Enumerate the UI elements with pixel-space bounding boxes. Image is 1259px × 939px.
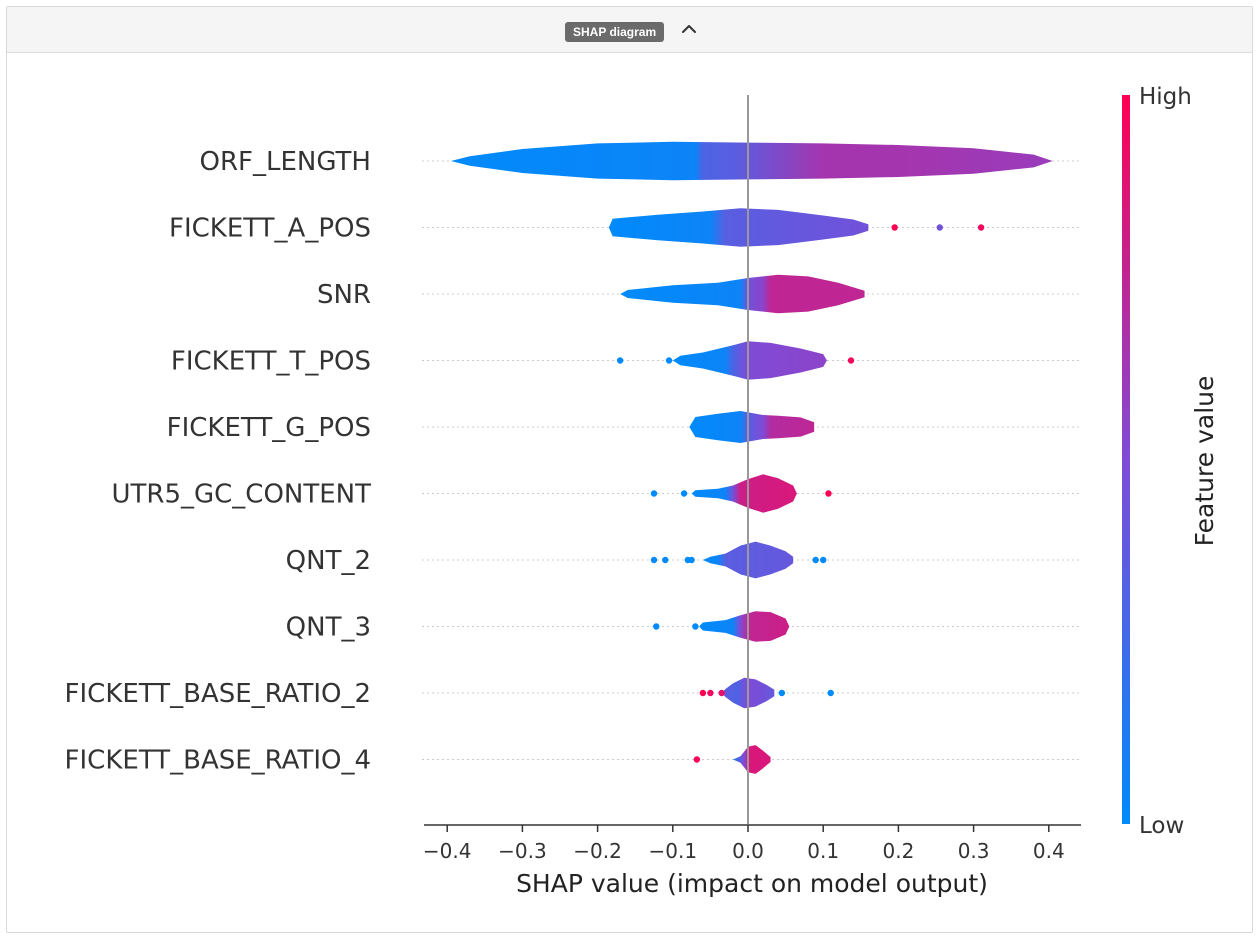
outlier-point <box>699 689 707 697</box>
x-tick-label: 0.3 <box>958 839 990 863</box>
outlier-point <box>936 224 943 231</box>
x-tick-label: −0.2 <box>573 839 622 863</box>
x-tick-label: −0.4 <box>423 839 472 863</box>
x-axis-label: SHAP value (impact on model output) <box>516 869 988 898</box>
outlier-point <box>812 556 819 564</box>
colorbar-gradient <box>1122 95 1130 824</box>
feature-labels: ORF_LENGTH FICKETT_A_POS SNR FICKETT_T_POS F… <box>65 147 372 776</box>
grid-lines <box>422 160 1080 760</box>
outlier-points <box>616 224 985 763</box>
outlier-point <box>827 689 834 697</box>
outlier-point <box>707 689 714 697</box>
x-tick-label: 0.4 <box>1033 839 1065 863</box>
feature-label: FICKETT_A_POS <box>169 214 371 244</box>
violin-fickett-base-ratio-4 <box>732 745 771 774</box>
feature-label: UTR5_GC_CONTENT <box>111 480 371 510</box>
x-tick-label: 0.2 <box>882 839 914 863</box>
panel-title: SHAP diagram <box>565 22 665 42</box>
x-axis: −0.4 −0.3 −0.2 −0.1 0.0 0.1 0.2 0.3 0.4 <box>423 824 1081 863</box>
outlier-point <box>616 357 624 364</box>
outlier-point <box>680 490 688 497</box>
outlier-point <box>825 490 832 497</box>
feature-label: QNT_3 <box>286 613 371 643</box>
feature-label: ORF_LENGTH <box>199 147 371 177</box>
violin-fickett-g-pos <box>689 411 815 443</box>
colorbar-high-label: High <box>1139 84 1192 110</box>
outlier-point <box>778 689 786 697</box>
x-tick-label: −0.1 <box>649 839 698 863</box>
feature-label: FICKETT_G_POS <box>167 413 371 443</box>
outlier-point <box>718 689 725 697</box>
outlier-point <box>693 756 701 763</box>
colorbar-low-label: Low <box>1139 813 1184 839</box>
panel-header: SHAP diagram <box>7 7 1252 53</box>
violin-qnt-3 <box>699 611 790 642</box>
feature-label: SNR <box>317 280 371 310</box>
outlier-point <box>665 357 673 364</box>
outlier-point <box>653 623 660 630</box>
colorbar: High Low Feature value <box>1122 84 1219 839</box>
violin-plots <box>450 141 1053 774</box>
violin-utr5-gc-content <box>691 474 797 513</box>
outlier-point <box>977 224 985 231</box>
feature-label: FICKETT_T_POS <box>171 347 371 377</box>
x-tick-label: 0.1 <box>807 839 839 863</box>
chevron-up-icon[interactable] <box>679 18 699 40</box>
outlier-point <box>650 490 658 497</box>
outlier-point <box>650 556 658 564</box>
violin-fickett-t-pos <box>672 341 827 380</box>
x-tick-label: 0.0 <box>732 839 764 863</box>
feature-label: FICKETT_BASE_RATIO_2 <box>65 679 371 709</box>
violin-orf-length <box>450 141 1053 181</box>
violin-snr <box>620 274 865 314</box>
outlier-point <box>847 357 855 364</box>
feature-label: QNT_2 <box>286 546 371 576</box>
outlier-point <box>891 224 898 231</box>
violin-fickett-a-pos <box>608 208 869 247</box>
x-tick-label: −0.3 <box>498 839 547 863</box>
feature-label: FICKETT_BASE_RATIO_4 <box>65 746 371 776</box>
outlier-point <box>688 556 695 564</box>
outlier-point <box>662 556 669 564</box>
outlier-point <box>692 623 699 630</box>
colorbar-label: Feature value <box>1190 376 1219 547</box>
outlier-point <box>820 556 827 564</box>
